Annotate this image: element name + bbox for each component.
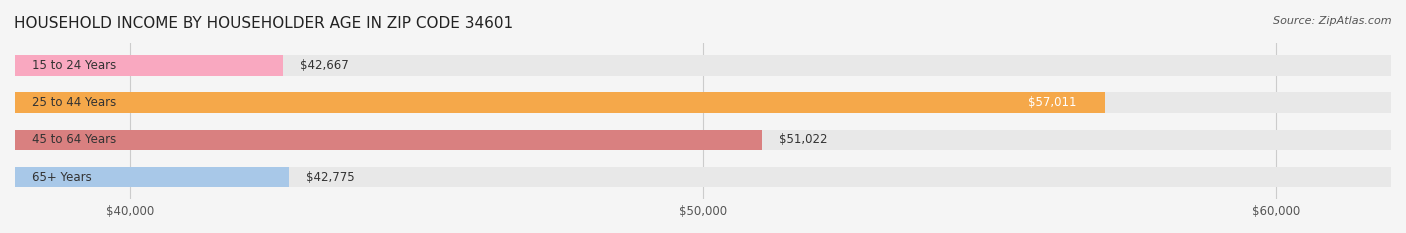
Bar bbox=[15, 130, 762, 150]
Bar bbox=[15, 130, 1391, 150]
Text: $42,775: $42,775 bbox=[307, 171, 354, 184]
Text: 15 to 24 Years: 15 to 24 Years bbox=[32, 59, 117, 72]
Text: HOUSEHOLD INCOME BY HOUSEHOLDER AGE IN ZIP CODE 34601: HOUSEHOLD INCOME BY HOUSEHOLDER AGE IN Z… bbox=[14, 16, 513, 31]
Text: Source: ZipAtlas.com: Source: ZipAtlas.com bbox=[1274, 16, 1392, 26]
Bar bbox=[15, 55, 283, 75]
Bar bbox=[15, 92, 1105, 113]
Text: 65+ Years: 65+ Years bbox=[32, 171, 91, 184]
Text: 45 to 64 Years: 45 to 64 Years bbox=[32, 133, 117, 146]
Bar bbox=[15, 55, 1391, 75]
Bar bbox=[15, 92, 1391, 113]
Text: 25 to 44 Years: 25 to 44 Years bbox=[32, 96, 117, 109]
Text: $57,011: $57,011 bbox=[1028, 96, 1077, 109]
Text: $51,022: $51,022 bbox=[779, 133, 827, 146]
Bar bbox=[15, 167, 1391, 187]
Bar bbox=[15, 167, 288, 187]
Text: $42,667: $42,667 bbox=[299, 59, 349, 72]
